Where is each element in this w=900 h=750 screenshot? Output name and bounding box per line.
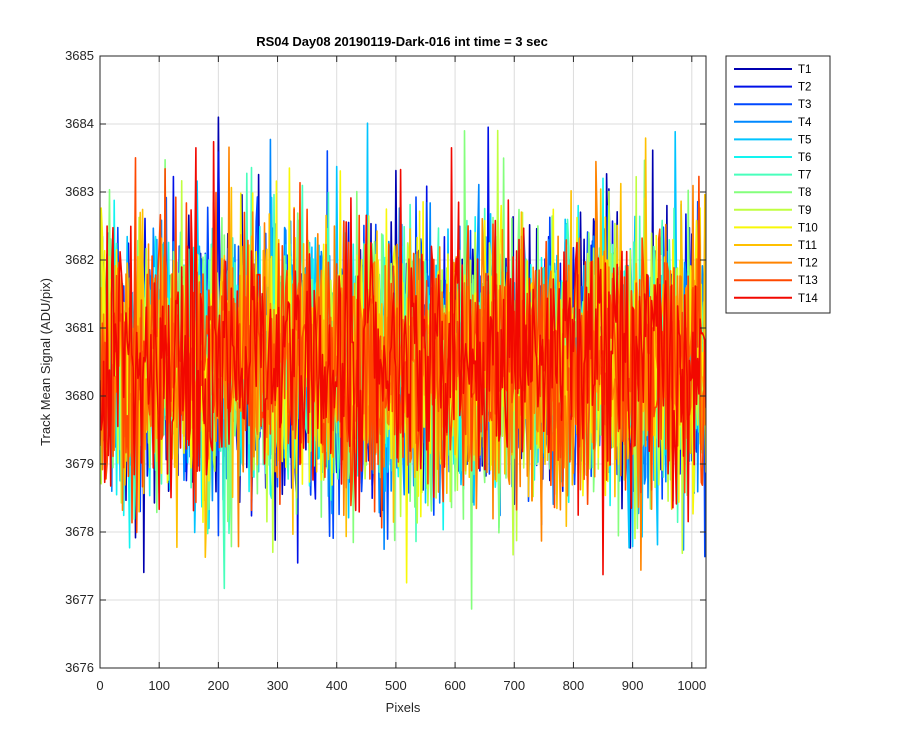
x-tick-label: 1000 bbox=[677, 678, 706, 693]
x-tick-label: 200 bbox=[208, 678, 230, 693]
y-tick-label: 3685 bbox=[65, 48, 94, 63]
y-tick-label: 3679 bbox=[65, 456, 94, 471]
legend-item-t9: T9 bbox=[734, 205, 811, 217]
legend-item-t12: T12 bbox=[734, 258, 818, 270]
legend-item-t3: T3 bbox=[734, 99, 811, 111]
y-axis-label: Track Mean Signal (ADU/pix) bbox=[38, 278, 53, 446]
x-tick-label: 300 bbox=[267, 678, 289, 693]
y-tick-label: 3683 bbox=[65, 184, 94, 199]
series-lines bbox=[100, 116, 706, 610]
x-tick-label: 400 bbox=[326, 678, 348, 693]
legend: T1 T2 T3 T4 T5 T6 T7 T8 T9 T10 T11 T12 T13 T14 bbox=[725, 55, 831, 314]
legend-label: T8 bbox=[798, 187, 811, 199]
legend-label: T10 bbox=[798, 222, 818, 234]
y-tick-label: 3682 bbox=[65, 252, 94, 267]
y-tick-label: 3676 bbox=[65, 660, 94, 675]
x-tick-label: 900 bbox=[622, 678, 644, 693]
legend-label: T13 bbox=[798, 275, 818, 287]
legend-label: T9 bbox=[798, 205, 811, 217]
y-tick-label: 3677 bbox=[65, 592, 94, 607]
legend-label: T4 bbox=[798, 117, 812, 129]
legend-label: T6 bbox=[798, 152, 811, 164]
x-tick-label: 500 bbox=[385, 678, 407, 693]
series-line-t14 bbox=[100, 140, 706, 576]
legend-label: T5 bbox=[798, 134, 811, 146]
legend-label: T2 bbox=[798, 82, 811, 94]
series-line-t13 bbox=[100, 157, 706, 534]
legend-item-t8: T8 bbox=[734, 187, 811, 199]
x-tick-label: 0 bbox=[96, 678, 103, 693]
plot-frame bbox=[99, 55, 707, 669]
x-tick-label: 100 bbox=[148, 678, 170, 693]
legend-label: T11 bbox=[798, 240, 817, 252]
legend-label: T12 bbox=[798, 258, 818, 270]
legend-label: T14 bbox=[798, 293, 818, 305]
legend-item-t13: T13 bbox=[734, 275, 818, 287]
legend-box bbox=[725, 55, 831, 314]
legend-item-t5: T5 bbox=[734, 134, 811, 146]
y-tick-label: 3681 bbox=[65, 320, 94, 335]
chart-title: RS04 Day08 20190119-Dark-016 int time = … bbox=[256, 34, 548, 49]
y-axis-ticks: 3676 3677 3678 3679 3680 3681 3682 3683 3684 3685 bbox=[65, 48, 706, 675]
legend-item-t1: T1 bbox=[734, 64, 811, 76]
legend-label: T1 bbox=[798, 64, 811, 76]
legend-item-t2: T2 bbox=[734, 82, 811, 94]
x-tick-label: 700 bbox=[503, 678, 525, 693]
x-tick-label: 800 bbox=[563, 678, 585, 693]
legend-item-t6: T6 bbox=[734, 152, 811, 164]
legend-item-t11: T11 bbox=[734, 240, 817, 252]
legend-label: T3 bbox=[798, 99, 811, 111]
y-tick-label: 3680 bbox=[65, 388, 94, 403]
x-axis-ticks: 0 100 200 300 400 500 600 700 800 900 1000 bbox=[96, 56, 706, 693]
legend-item-t7: T7 bbox=[734, 170, 811, 182]
x-axis-label: Pixels bbox=[386, 700, 421, 715]
legend-label: T7 bbox=[798, 170, 811, 182]
legend-item-t14: T14 bbox=[734, 293, 818, 305]
legend-item-t10: T10 bbox=[734, 222, 818, 234]
y-tick-label: 3678 bbox=[65, 524, 94, 539]
x-tick-label: 600 bbox=[444, 678, 466, 693]
legend-item-t4: T4 bbox=[734, 117, 812, 129]
y-tick-label: 3684 bbox=[65, 116, 94, 131]
